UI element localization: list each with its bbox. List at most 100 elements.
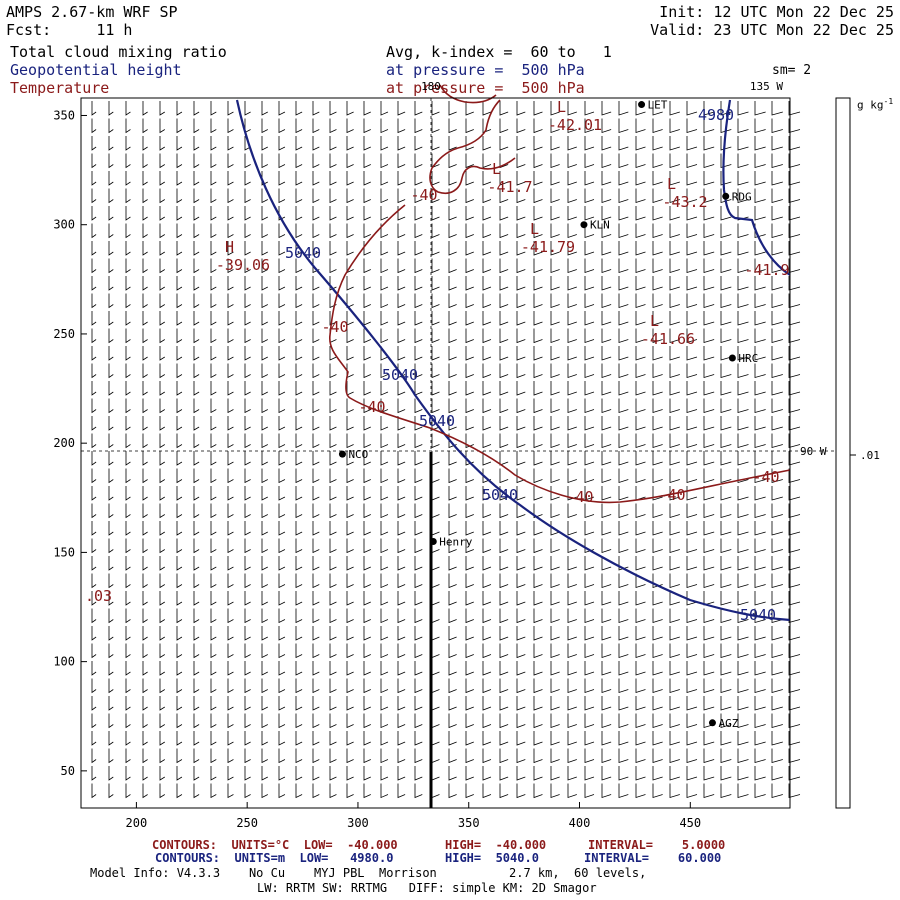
station-marker bbox=[708, 719, 716, 727]
wind-barb bbox=[159, 311, 165, 326]
wind-barb bbox=[244, 538, 251, 554]
wind-barb bbox=[431, 381, 440, 396]
wind-barb bbox=[244, 328, 251, 344]
wind-barb bbox=[244, 748, 251, 764]
wind-barb bbox=[567, 468, 577, 484]
wind-barb bbox=[210, 223, 217, 239]
wind-barb bbox=[703, 591, 715, 606]
forecast-label: Fcst: 11 h bbox=[6, 22, 132, 39]
wind-barb bbox=[737, 643, 749, 659]
footer-physics-info: LW: RRTM SW: RRTMG DIFF: simple KM: 2D S… bbox=[257, 881, 597, 895]
wind-barb bbox=[431, 608, 440, 624]
wind-barb bbox=[601, 766, 612, 781]
wind-barb bbox=[142, 556, 148, 571]
wind-barb bbox=[193, 328, 200, 344]
wind-barb bbox=[550, 503, 560, 519]
wind-barb bbox=[380, 381, 389, 396]
temperature-contour-b bbox=[429, 99, 516, 194]
wind-barb bbox=[261, 311, 268, 326]
wind-barb bbox=[516, 416, 526, 431]
wind-barb bbox=[635, 643, 646, 659]
wind-barb bbox=[448, 468, 457, 484]
wind-barb bbox=[397, 486, 406, 501]
wind-barb bbox=[176, 346, 183, 361]
wind-barb bbox=[108, 188, 114, 204]
wind-barb bbox=[295, 661, 303, 676]
wind-barb bbox=[635, 468, 646, 484]
wind-barb bbox=[142, 608, 148, 624]
wind-barb bbox=[533, 486, 543, 501]
wind-barb bbox=[686, 241, 698, 256]
wind-barb bbox=[686, 468, 698, 484]
wind-barb bbox=[397, 643, 406, 659]
wind-barb bbox=[431, 223, 440, 239]
wind-barb bbox=[533, 416, 543, 431]
wind-barb bbox=[516, 433, 526, 449]
wind-barb bbox=[465, 713, 474, 729]
wind-barb bbox=[567, 363, 577, 379]
wind-barb bbox=[176, 696, 183, 711]
wind-barb bbox=[788, 748, 801, 764]
wind-barb bbox=[414, 713, 423, 729]
wind-barb bbox=[210, 276, 217, 291]
wind-barb bbox=[312, 503, 320, 519]
wind-barb bbox=[618, 153, 629, 169]
wind-barb bbox=[278, 381, 286, 396]
wind-barb bbox=[516, 626, 526, 641]
wind-barb bbox=[210, 328, 217, 344]
wind-barb bbox=[227, 188, 234, 204]
wind-barb bbox=[465, 381, 474, 396]
wind-barb bbox=[652, 468, 663, 484]
wind-barb bbox=[312, 678, 320, 694]
wind-barb bbox=[703, 346, 715, 361]
wind-barb bbox=[516, 713, 526, 729]
wind-barb bbox=[448, 276, 457, 291]
wind-barb bbox=[601, 188, 612, 204]
wind-barb bbox=[261, 276, 268, 291]
wind-barb bbox=[482, 451, 492, 466]
station-marker bbox=[638, 101, 646, 109]
wind-barb bbox=[125, 451, 131, 466]
wind-barb bbox=[363, 538, 371, 554]
wind-barb bbox=[533, 381, 543, 396]
wind-barb bbox=[210, 381, 217, 396]
wind-barb bbox=[703, 766, 715, 781]
wind-barb bbox=[244, 521, 251, 536]
wind-barb bbox=[601, 136, 612, 151]
wind-barb bbox=[329, 451, 337, 466]
wind-barb bbox=[414, 521, 423, 536]
wind-barb bbox=[652, 626, 663, 641]
wind-barb bbox=[142, 171, 148, 186]
wind-barb bbox=[584, 153, 595, 169]
wind-barb bbox=[533, 608, 543, 624]
wind-barb bbox=[703, 416, 715, 431]
wind-barb bbox=[567, 608, 577, 624]
wind-barb bbox=[788, 101, 801, 116]
wind-barb bbox=[363, 643, 371, 659]
wind-barb bbox=[737, 118, 749, 134]
wind-barb bbox=[380, 766, 389, 781]
wind-barb bbox=[652, 136, 663, 151]
wind-barb bbox=[397, 433, 406, 449]
wind-barb bbox=[771, 503, 783, 519]
wind-barb bbox=[227, 381, 234, 396]
wind-barb bbox=[312, 521, 320, 536]
wind-barb bbox=[465, 486, 474, 501]
wind-barb bbox=[533, 748, 543, 764]
wind-barb bbox=[669, 136, 680, 151]
wind-barb bbox=[703, 731, 715, 746]
wind-barb bbox=[567, 556, 577, 571]
wind-barb bbox=[754, 311, 766, 326]
wind-barb bbox=[329, 311, 337, 326]
wind-barb bbox=[227, 678, 234, 694]
wind-barb bbox=[567, 136, 577, 151]
wind-barb bbox=[482, 346, 492, 361]
wind-barb bbox=[584, 188, 595, 204]
wind-barb bbox=[397, 521, 406, 536]
wind-barb bbox=[210, 678, 217, 694]
extremum-type-label: H bbox=[225, 238, 234, 256]
wind-barb bbox=[380, 171, 389, 186]
wind-barb bbox=[737, 363, 749, 379]
wind-barb bbox=[482, 556, 492, 571]
wind-barb bbox=[669, 258, 680, 274]
